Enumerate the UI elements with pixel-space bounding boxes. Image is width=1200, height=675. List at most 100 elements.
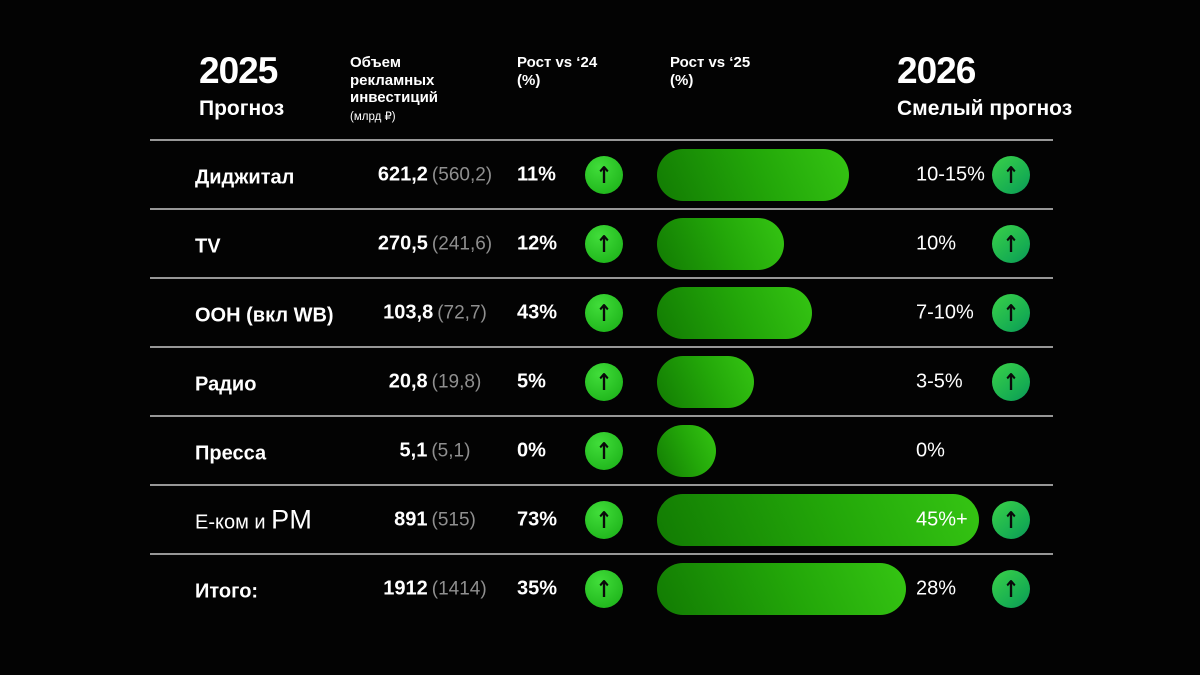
category-label-text: Е-ком и (195, 511, 272, 533)
forecast-2026-value: 3-5% (916, 370, 963, 392)
growth-up-badge-26: ↑ (992, 293, 1030, 332)
value-previous: (19,8) (431, 371, 482, 392)
value-previous: (72,7) (437, 302, 487, 323)
value-2025: 1912 (383, 577, 428, 599)
arrow-up-icon: ↑ (1002, 298, 1020, 327)
table-row: Радио 20,8 (19,8) 5% ↑ 3-5% ↑ (150, 346, 1053, 415)
forecast-2026-value: 28% (916, 577, 957, 599)
category-label: Итого: (195, 573, 258, 604)
arrow-up-icon: ↑ (595, 505, 613, 534)
table-row: Е-ком и РМ 891 (515) 73% ↑ 45%+ ↑ (150, 484, 1053, 553)
value-previous: (241,6) (431, 233, 493, 254)
growth-vs-24-value: 35% (517, 577, 558, 599)
growth-vs-24-value: 11% (517, 163, 556, 185)
growth-vs-25-bar (657, 217, 784, 270)
category-label-text: Диджитал (195, 166, 295, 188)
category-label-text: TV (195, 235, 221, 257)
growth-vs-24-value: 43% (517, 301, 558, 323)
category-label-large-text: РМ (271, 504, 313, 534)
forecast-2026-value: 7-10% (916, 301, 974, 323)
arrow-up-icon: ↑ (595, 436, 613, 465)
growth-vs-24-value: 5% (517, 370, 546, 392)
growth-up-badge-24: ↑ (585, 431, 623, 470)
growth-vs-25-bar (657, 424, 716, 477)
investment-value: 891 (515) (300, 508, 570, 531)
year-2026-title: 2026 (897, 50, 976, 91)
arrow-up-icon: ↑ (595, 160, 613, 189)
value-2025: 103,8 (383, 301, 434, 323)
growth-up-badge-26: ↑ (992, 362, 1030, 401)
growth-vs-25-bar (657, 355, 754, 408)
growth-up-badge-24: ↑ (585, 500, 623, 539)
table-row: Итого: 1912 (1414) 35% ↑ 28% ↑ (150, 553, 1053, 622)
column-header-growth-vs-25: Рост vs ‘25 (%) (670, 54, 751, 89)
year-2025-title: 2025 (199, 50, 278, 91)
growth-up-badge-26: ↑ (992, 224, 1030, 263)
growth-up-badge-24: ↑ (585, 362, 623, 401)
category-label: Пресса (195, 435, 266, 466)
header-2026: 2026 Смелый прогноз (897, 52, 1072, 121)
table-row: Пресса 5,1(5,1) 0% ↑ 0% ↑ (150, 415, 1053, 484)
investment-value: 621,2 (560,2) (300, 163, 570, 186)
investment-value: 270,5 (241,6) (300, 232, 570, 255)
investment-value: 5,1 (5,1) (300, 439, 570, 462)
growth-up-badge-24: ↑ (585, 224, 623, 263)
arrow-up-icon: ↑ (1002, 229, 1020, 258)
growth-up-badge-26: ↑ (992, 155, 1030, 194)
growth-up-badge-24: ↑ (585, 155, 623, 194)
investment-value: 103,8 (72,7) (300, 301, 570, 324)
arrow-up-icon: ↑ (595, 229, 613, 258)
value-2025: 270,5 (377, 232, 428, 254)
value-2025: 5,1 (399, 439, 428, 461)
forecast-2026-value: 10% (916, 232, 957, 254)
value-previous: (5,1) (431, 440, 471, 461)
value-previous: (1414) (431, 578, 487, 599)
growth-vs-24-value: 73% (517, 508, 558, 530)
growth-vs-25-bar (657, 493, 979, 546)
arrow-up-icon: ↑ (595, 298, 613, 327)
column-header-growth-vs-24: Рост vs ‘24 (%) (517, 54, 598, 89)
value-previous: (560,2) (431, 164, 493, 185)
category-label: Радио (195, 366, 256, 397)
category-label: Е-ком и РМ (195, 504, 312, 535)
header-2025: 2025 Прогноз (199, 52, 284, 121)
arrow-up-icon: ↑ (1002, 574, 1020, 603)
arrow-up-icon: ↑ (1002, 505, 1020, 534)
value-2025: 891 (394, 508, 428, 530)
table-row: TV 270,5 (241,6) 12% ↑ 10% ↑ (150, 208, 1053, 277)
arrow-up-icon: ↑ (1002, 367, 1020, 396)
growth-vs-24-value: 0% (517, 439, 546, 461)
growth-vs-25-bar (657, 148, 849, 201)
category-label-text: OOH (вкл WB) (195, 304, 334, 326)
category-label-text: Радио (195, 373, 257, 395)
arrow-up-icon: ↑ (595, 574, 613, 603)
category-label: OOH (вкл WB) (195, 297, 334, 328)
forecast-2026-value: 0% (916, 439, 945, 461)
growth-vs-25-bar (657, 562, 906, 615)
forecast-2026-value: 45%+ (916, 508, 968, 530)
table-row: Диджитал 621,2 (560,2) 11% ↑ 10-15% ↑ (150, 139, 1053, 208)
growth-vs-24-value: 12% (517, 232, 558, 254)
category-label-text: Пресса (195, 442, 267, 464)
growth-vs-25-bar (657, 286, 812, 339)
investment-value: 20,8 (19,8) (300, 370, 570, 393)
category-label: TV (195, 228, 221, 259)
growth-up-badge-26: ↑ (992, 500, 1030, 539)
arrow-up-icon: ↑ (595, 367, 613, 396)
category-label: Диджитал (195, 159, 294, 190)
value-previous: (515) (431, 509, 476, 530)
forecast-2026-value: 10-15% (916, 163, 985, 185)
value-2025: 621,2 (377, 163, 428, 185)
growth-up-badge-24: ↑ (585, 569, 623, 608)
investment-value: 1912 (1414) (300, 577, 570, 600)
arrow-up-icon: ↑ (1002, 160, 1020, 189)
volume-unit-label: (млрд ₽) (350, 110, 396, 123)
column-header-volume: Объем рекламных инвестиций (млрд ₽) (350, 54, 438, 126)
table-row: OOH (вкл WB) 103,8 (72,7) 43% ↑ 7-10% ↑ (150, 277, 1053, 346)
growth-up-badge-26: ↑ (992, 569, 1030, 608)
value-2025: 20,8 (388, 370, 428, 392)
growth-up-badge-24: ↑ (585, 293, 623, 332)
volume-header-lines: Объем рекламных инвестиций (350, 54, 439, 106)
year-2026-subtitle: Смелый прогноз (897, 97, 1073, 120)
